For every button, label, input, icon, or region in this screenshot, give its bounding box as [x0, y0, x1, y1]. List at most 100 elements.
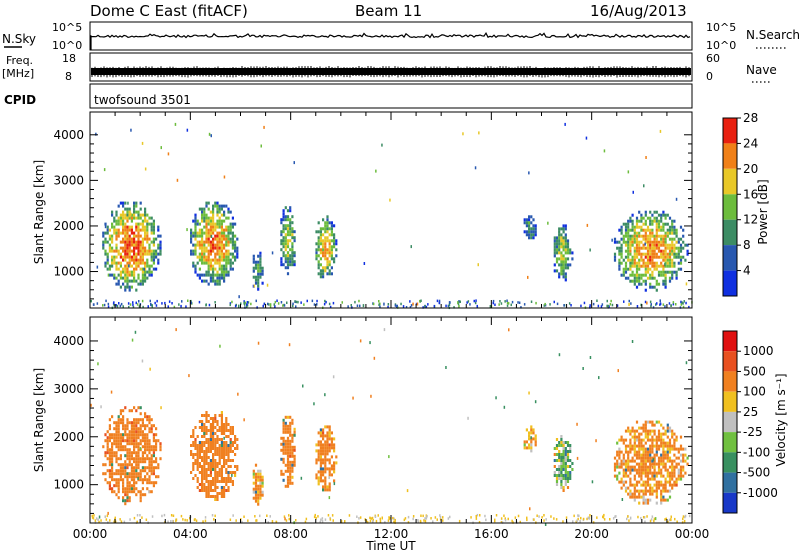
power-colorbar: 4 8 12 16 20 24 28 [722, 111, 758, 297]
power-echo-region-3 [280, 206, 296, 276]
velocity-echo-region-7 [613, 420, 689, 505]
nsky-bottom-tick: 10^0 [52, 39, 82, 52]
power-echo-region-4 [315, 215, 338, 279]
x-tick-label: 20:00 [574, 527, 609, 541]
velocity-ylabel: Slant Range [km] [32, 368, 46, 472]
velocity-echo-region-2 [252, 463, 264, 506]
colorbar-swatch [723, 371, 737, 392]
colorbar-swatch [723, 219, 737, 246]
power-panel-frame [89, 111, 693, 309]
freq-trace [91, 66, 691, 78]
nsearch-bottom-tick: 10^0 [706, 39, 736, 52]
y-tick-label: 3000 [53, 382, 84, 396]
colorbar-tick-label: 12 [743, 213, 758, 227]
colorbar-tick-label: -1000 [743, 486, 778, 500]
velocity-noise-points [90, 328, 688, 526]
y-tick-label: 1000 [53, 265, 84, 279]
freq-strip-frame [89, 52, 693, 82]
velocity-colorbar-label: Velocity [m s⁻¹] [774, 373, 788, 466]
colorbar-tick-label: 1000 [743, 344, 774, 358]
colorbar-tick-label: 100 [743, 385, 766, 399]
y-tick-label: 2000 [53, 430, 84, 444]
freq-label: Freq. [6, 54, 33, 67]
nsearch-label: N.Search [746, 28, 800, 42]
velocity-panel [90, 328, 691, 526]
freq-bottom-tick: 8 [65, 70, 72, 83]
colorbar-tick-label: 28 [743, 111, 758, 125]
x-axis-ticks: 00:00 04:00 08:00 12:00 16:00 20:00 00:00 [73, 112, 710, 541]
nsky-strip-frame [89, 21, 693, 51]
colorbar-swatch [723, 143, 737, 169]
colorbar-tick-label: 500 [743, 364, 766, 378]
x-tick-label: 08:00 [273, 527, 308, 541]
colorbar-tick-label: -100 [743, 445, 770, 459]
power-echo-region-1 [190, 201, 239, 286]
colorbar-tick-label: -500 [743, 466, 770, 480]
nave-top-tick: 60 [706, 52, 720, 65]
colorbar-tick-label: 8 [743, 238, 751, 252]
velocity-echo-region-5 [523, 425, 537, 453]
colorbar-swatch [723, 168, 737, 195]
colorbar-tick-label: 4 [743, 264, 751, 278]
power-panel [90, 122, 693, 310]
x-tick-label: 12:00 [374, 527, 409, 541]
y-tick-label: 3000 [53, 173, 84, 187]
colorbar-swatch [723, 351, 737, 372]
date-title: 16/Aug/2013 [590, 2, 687, 20]
y-tick-label: 4000 [53, 128, 84, 142]
velocity-echo-region-3 [280, 415, 296, 488]
nave-label: Nave [746, 63, 777, 77]
velocity-echo-region-0 [102, 406, 162, 506]
power-y-ticks: 1000 2000 3000 4000 [53, 128, 692, 300]
velocity-y-ticks: 1000 2000 3000 4000 [53, 334, 692, 514]
colorbar-swatch [723, 245, 737, 271]
velocity-echo-region-4 [315, 425, 338, 492]
x-tick-label: 16:00 [474, 527, 509, 541]
power-echo-region-6 [553, 224, 574, 282]
y-tick-label: 2000 [53, 219, 84, 233]
velocity-colorbar: 1000 500 100 25 -25 -100 -500 -1000 [722, 330, 778, 514]
cpid-value: twofsound 3501 [94, 93, 191, 107]
colorbar-swatch [723, 411, 737, 433]
cpid-label: CPID [4, 93, 36, 107]
nave-bottom-tick: 0 [706, 70, 713, 83]
beam-title: Beam 11 [355, 2, 422, 20]
colorbar-swatch [723, 118, 737, 144]
nsearch-top-tick: 10^5 [706, 21, 736, 34]
colorbar-swatch [723, 194, 737, 220]
colorbar-swatch [723, 391, 737, 412]
x-tick-label: 00:00 [675, 527, 710, 541]
power-ylabel: Slant Range [km] [32, 160, 46, 264]
nsky-label: N.Sky [2, 32, 36, 46]
velocity-panel-frame [89, 316, 693, 524]
x-tick-label: 00:00 [73, 527, 108, 541]
cpid-strip-frame [89, 83, 693, 109]
x-axis-label: Time UT [365, 539, 416, 553]
nsky-top-tick: 10^5 [52, 21, 82, 34]
colorbar-swatch [723, 331, 737, 352]
colorbar-tick-label: 20 [743, 162, 758, 176]
power-colorbar-label: Power [dB] [756, 179, 770, 244]
power-noise-points [95, 122, 688, 308]
colorbar-swatch [723, 270, 737, 296]
power-echo-region-0 [102, 201, 162, 292]
station-title: Dome C East (fitACF) [90, 2, 248, 20]
power-echo-region-7 [613, 210, 689, 292]
nsky-trace [90, 32, 691, 50]
colorbar-swatch [723, 492, 737, 513]
colorbar-swatch [723, 472, 737, 493]
freq-top-tick: 18 [62, 52, 76, 65]
colorbar-swatch [723, 452, 737, 473]
colorbar-tick-label: 24 [743, 136, 758, 150]
power-echo-region-5 [523, 215, 537, 240]
colorbar-tick-label: 16 [743, 187, 758, 201]
x-tick-label: 04:00 [173, 527, 208, 541]
power-echo-region-2 [252, 251, 264, 291]
velocity-echo-region-1 [190, 411, 239, 501]
velocity-echo-region-6 [553, 435, 574, 492]
colorbar-tick-label: 25 [743, 405, 758, 419]
y-tick-label: 1000 [53, 478, 84, 492]
freq-unit-label: [MHz] [2, 67, 34, 80]
